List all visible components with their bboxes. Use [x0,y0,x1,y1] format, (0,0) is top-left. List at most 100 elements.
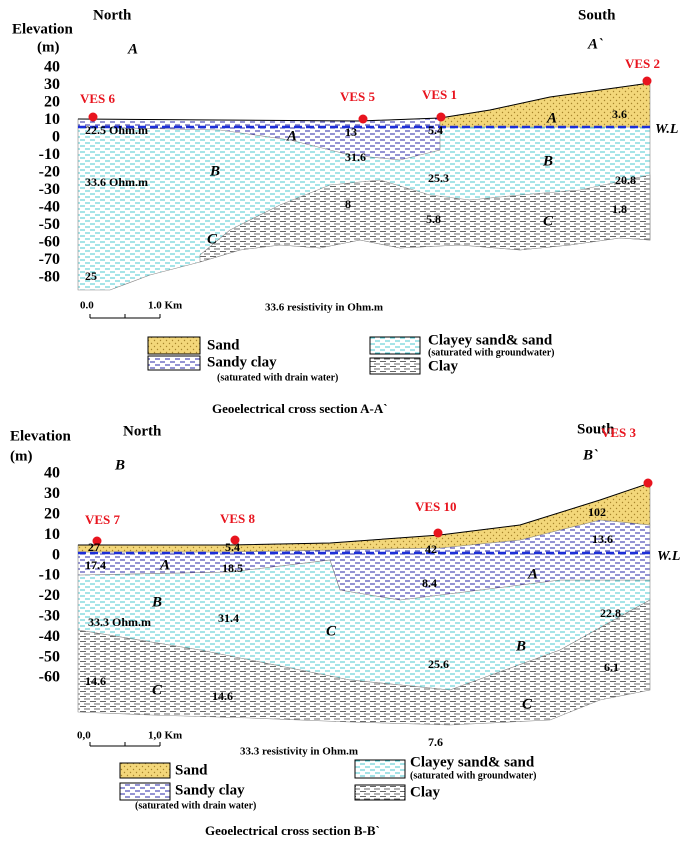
y-tick-label: -40 [39,628,60,645]
resistivity-label: 25 [85,269,97,283]
resistivity-label: 1.8 [612,202,627,216]
resistivity-label: 25.6 [428,657,449,671]
ves-label: VES 3 [601,425,637,440]
resistivity-label: 27 [88,540,100,554]
zone-label: B [542,153,553,169]
resistivity-label: 3.6 [612,107,627,121]
section-end-label: A [127,41,138,57]
ves-point [359,115,368,124]
y-tick-label: -30 [39,607,60,624]
legend-label: Sandy clay [207,354,277,370]
water-level-label: W.L [655,122,678,137]
ves-point [644,479,653,488]
ves-label: VES 7 [85,512,121,527]
y-tick-label: 0 [52,546,60,563]
ves-label: VES 6 [80,91,116,106]
resistivity-label: 5.8 [426,212,441,226]
y-tick-label: 10 [44,526,60,543]
resistivity-label: 7.6 [428,735,443,749]
legend-note: (saturated with drain water) [135,800,256,811]
y-tick-label: 30 [44,76,60,93]
zone-label: B [515,638,526,654]
resistivity-label: 5.4 [225,540,240,554]
legend-swatch [355,760,405,778]
legend-note: (saturated with drain water) [217,372,338,383]
zone-label: C [326,623,337,639]
y-tick-label: -60 [39,669,60,686]
axis-label: (m) [10,448,33,464]
y-tick-label: -70 [39,251,60,268]
scale-label: 0.0 [80,300,94,312]
zone-label: C [522,696,533,712]
scale-label: 1.0 Km [148,300,182,312]
scale-note: 33.3 resistivity in Ohm.m [240,746,358,758]
ves-point [434,529,443,538]
y-tick-label: -10 [39,146,60,163]
section-end-label: A` [587,36,603,52]
y-tick-label: -30 [39,181,60,198]
legend-label: Sand [175,762,208,778]
ves-point [89,113,98,122]
figure: Elevation(m)NorthSouthAA`403020100-10-20… [0,0,690,843]
resistivity-label: 13.6 [592,532,613,546]
resistivity-label: 14.6 [85,674,106,688]
ves-label: VES 2 [625,56,660,71]
resistivity-label: 22.5 Ohm.m [85,123,148,137]
resistivity-label: 18.5 [222,561,243,575]
ves-point [643,77,652,86]
y-tick-label: -80 [39,269,60,286]
direction-label: South [578,7,616,23]
zone-label: B [209,163,220,179]
legend-label: Clayey sand& sand [410,754,535,770]
water-level-label: W.L [657,549,680,564]
resistivity-label: 22.8 [600,606,621,620]
y-tick-label: 30 [44,485,60,502]
resistivity-label: 33.3 Ohm.m [88,615,151,629]
resistivity-label: 42 [425,542,437,556]
zone-label: C [543,213,554,229]
resistivity-label: 33.6 Ohm.m [85,175,148,189]
ves-label: VES 8 [220,511,256,526]
y-tick-label: 10 [44,111,60,128]
ves-label: VES 5 [340,89,376,104]
legend-label: Sand [207,337,240,353]
resistivity-label: 31.4 [218,611,239,625]
y-tick-label: -50 [39,216,60,233]
section-end-label: B` [582,447,598,463]
resistivity-label: 8.4 [422,576,437,590]
resistivity-label: 14.6 [212,689,233,703]
axis-label: Elevation [12,21,73,37]
resistivity-label: 13 [345,125,357,139]
y-tick-label: 40 [44,59,60,76]
ves-point [437,113,446,122]
direction-label: North [123,423,162,439]
y-tick-label: -40 [39,199,60,216]
section-title: Geoelectrical cross section A-A` [212,401,388,416]
y-tick-label: -10 [39,567,60,584]
legend-label: Clayey sand& sand [428,332,553,348]
legend-label: Clay [410,784,441,800]
legend-swatch [148,337,200,354]
legend-swatch [120,763,170,778]
y-tick-label: -20 [39,164,60,181]
zone-label: A [546,110,557,126]
y-tick-label: -50 [39,648,60,665]
section-title: Geoelectrical cross section B-B` [205,823,380,838]
zone-label: B [151,594,162,610]
resistivity-label: 20.8 [615,173,636,187]
y-tick-label: 20 [44,94,60,111]
y-tick-label: -20 [39,587,60,604]
legend-label: Sandy clay [175,782,245,798]
legend-note: (saturated with groundwater) [428,347,554,358]
resistivity-label: 8 [345,197,351,211]
resistivity-label: 25.3 [428,171,449,185]
legend-swatch [370,337,420,354]
resistivity-label: 5.4 [428,123,443,137]
axis-label: (m) [37,39,60,55]
legend-swatch [370,358,420,374]
ves-label: VES 10 [415,499,457,514]
legend-swatch [120,783,170,800]
legend-swatch [148,356,200,370]
resistivity-label: 17.4 [85,558,106,572]
legend-swatch [355,785,405,800]
